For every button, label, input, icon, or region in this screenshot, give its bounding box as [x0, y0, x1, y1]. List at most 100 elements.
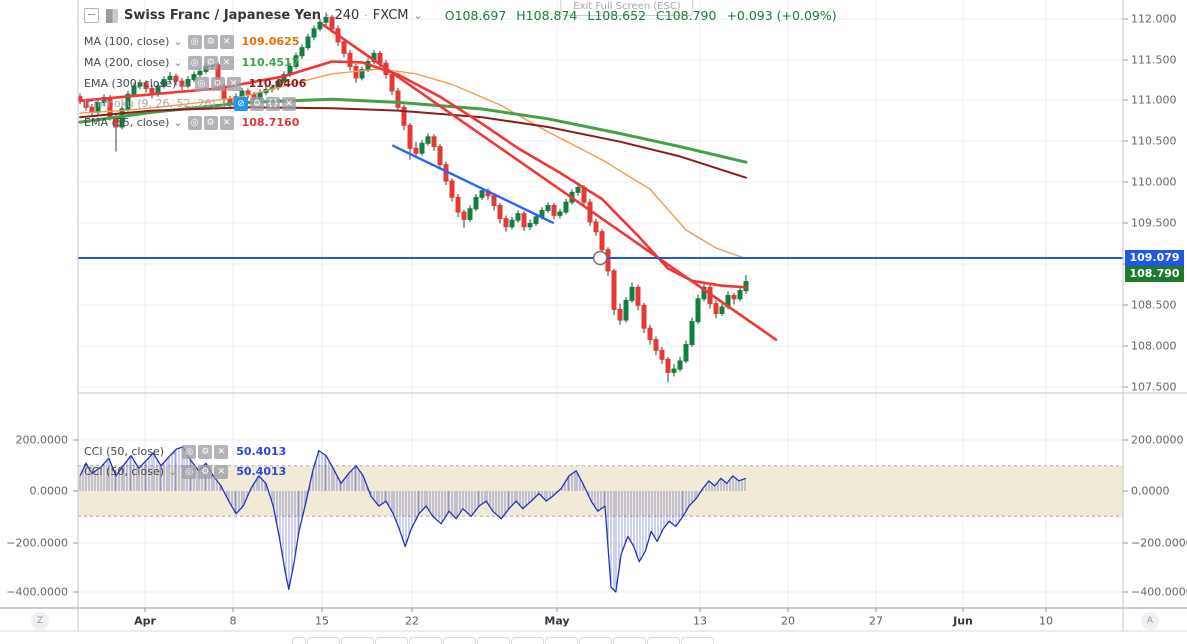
indicator-legend-row-ma100: MA (100, close) ⌄ ◎ ⚙ ✕ 109.0625: [84, 34, 299, 49]
chevron-down-icon[interactable]: ⌄: [180, 77, 190, 90]
high-value: H108.874: [516, 8, 578, 23]
time-axis-label: Jun: [953, 614, 973, 628]
chevron-down-icon[interactable]: ⌄: [168, 465, 178, 478]
gear-icon[interactable]: ⚙: [210, 76, 225, 91]
toolbar-button[interactable]: [647, 637, 680, 644]
toolbar-button[interactable]: [341, 637, 374, 644]
toolbar-button[interactable]: [545, 637, 578, 644]
interval-value[interactable]: 240: [334, 8, 360, 23]
close-icon[interactable]: ✕: [226, 76, 241, 91]
price-axis-label: 111.000: [1131, 93, 1177, 107]
gear-icon[interactable]: ⚙: [203, 115, 218, 130]
eye-icon[interactable]: ◎: [194, 76, 209, 91]
close-icon[interactable]: ✕: [219, 55, 234, 70]
indicator-name[interactable]: EMA (300, close): [84, 77, 177, 90]
toolbar-button[interactable]: [307, 637, 340, 644]
indicator-value: 110.0406: [248, 77, 307, 90]
toolbar-button[interactable]: [613, 637, 646, 644]
toolbar-button[interactable]: [375, 637, 408, 644]
cci-band: [78, 465, 1123, 517]
separator-dot: ·: [364, 9, 368, 22]
eye-off-icon[interactable]: ⊘: [234, 96, 249, 111]
indicator-name[interactable]: MA (100, close): [84, 35, 170, 48]
close-icon[interactable]: ✕: [214, 444, 229, 459]
cci-axis-label: −200.0000: [1131, 536, 1187, 550]
toolbar-button[interactable]: [477, 637, 510, 644]
indicator-name[interactable]: CCI (50, close): [84, 445, 165, 458]
ma-100-line: [79, 68, 747, 260]
chevron-down-icon[interactable]: ⌄: [168, 445, 178, 458]
chevron-down-icon[interactable]: ⌄: [219, 97, 230, 110]
indicator-value: 50.4013: [236, 445, 287, 458]
trendline-drawings[interactable]: [321, 23, 778, 341]
ema-55-line: [78, 60, 748, 289]
last-price-tag: 108.790: [1125, 265, 1184, 282]
close-icon[interactable]: ✕: [282, 96, 297, 111]
eye-icon[interactable]: ◎: [187, 115, 202, 130]
indicator-legend-row-ema55: EMA (55, close) ⌄ ◎ ⚙ ✕ 108.7160: [84, 115, 299, 130]
indicator-legend-row-ma200: MA (200, close) ⌄ ◎ ⚙ ✕ 110.4517: [84, 55, 299, 70]
chevron-down-icon[interactable]: ⌄: [173, 35, 183, 48]
gear-icon[interactable]: ⚙: [203, 55, 218, 70]
eye-icon[interactable]: ◎: [182, 464, 197, 479]
indicator-legend-row-ichimoku: Ichimoku (9, 26, 52, 26) ⌄ ⊘ ⚙ {} ✕: [84, 96, 298, 111]
indicator-name[interactable]: Ichimoku (9, 26, 52, 26): [84, 97, 216, 110]
eye-icon[interactable]: ◎: [187, 55, 202, 70]
ema-300-line: [79, 106, 747, 179]
symbol-title[interactable]: Swiss Franc / Japanese Yen: [124, 8, 321, 23]
time-axis-label: 8: [229, 614, 237, 628]
price-axis-label: 108.000: [1131, 339, 1177, 353]
open-value: O108.697: [444, 8, 507, 23]
chevron-down-icon[interactable]: ⌄: [413, 9, 423, 22]
gear-icon[interactable]: ⚙: [198, 464, 213, 479]
toolbar-button[interactable]: [681, 637, 714, 644]
close-icon[interactable]: ✕: [219, 34, 234, 49]
close-value: C108.790: [656, 8, 717, 23]
eye-icon[interactable]: ◎: [182, 444, 197, 459]
cci-axis-label: 200.0000: [15, 433, 69, 447]
collapse-legend-icon[interactable]: −: [84, 8, 99, 23]
gear-icon[interactable]: ⚙: [198, 444, 213, 459]
indicator-value: 109.0625: [241, 35, 300, 48]
gear-icon[interactable]: ⚙: [203, 34, 218, 49]
eye-icon[interactable]: ◎: [187, 34, 202, 49]
symbol-legend-row: − Swiss Franc / Japanese Yen · 240 · FXC…: [84, 8, 837, 23]
source-code-icon[interactable]: {}: [266, 96, 281, 111]
time-axis-label: 22: [405, 614, 419, 628]
ohlc-readout: O108.697 H108.874 L108.652 C108.790 +0.0…: [445, 8, 837, 23]
time-axis-label: 27: [869, 614, 883, 628]
toolbar-button[interactable]: [443, 637, 476, 644]
exchange-name[interactable]: FXCM: [372, 8, 409, 23]
toolbar-button[interactable]: [292, 637, 306, 644]
change-value: +0.093 (+0.09%): [726, 8, 837, 23]
horizontal-line-drawing[interactable]: [78, 250, 1123, 266]
symbol-logo-icon: [106, 8, 118, 23]
close-icon[interactable]: ✕: [214, 464, 229, 479]
indicator-name[interactable]: CCI (50, close): [84, 465, 165, 478]
close-icon[interactable]: ✕: [219, 115, 234, 130]
time-axis-label: 15: [315, 614, 329, 628]
timezone-button[interactable]: Z: [31, 612, 49, 630]
indicator-name[interactable]: EMA (55, close): [84, 116, 170, 129]
toolbar-button[interactable]: [409, 637, 442, 644]
toolbar-button[interactable]: [511, 637, 544, 644]
indicator-name[interactable]: MA (200, close): [84, 56, 170, 69]
cci-legend-row-2: CCI (50, close) ⌄ ◎ ⚙ ✕ 50.4013: [84, 464, 286, 479]
price-axis-label: 111.500: [1131, 53, 1177, 67]
time-axis-label: Apr: [134, 614, 156, 628]
indicator-legend-row-ema300: EMA (300, close) ⌄ ◎ ⚙ ✕ 110.0406: [84, 76, 306, 91]
auto-scale-button[interactable]: A: [1141, 612, 1159, 630]
gear-icon[interactable]: ⚙: [250, 96, 265, 111]
cci-axis-label: 200.0000: [1131, 433, 1184, 447]
cci-axis-label: 0.0000: [29, 484, 69, 498]
chevron-down-icon[interactable]: ⌄: [173, 116, 183, 129]
price-axis-label: 110.000: [1131, 175, 1177, 189]
price-axis-label: 109.500: [1131, 216, 1177, 230]
price-axis-label: 107.500: [1131, 380, 1177, 394]
toolbar-button[interactable]: [579, 637, 612, 644]
time-axis-label: 13: [693, 614, 707, 628]
chevron-down-icon[interactable]: ⌄: [173, 56, 183, 69]
indicator-value: 110.4517: [241, 56, 300, 69]
